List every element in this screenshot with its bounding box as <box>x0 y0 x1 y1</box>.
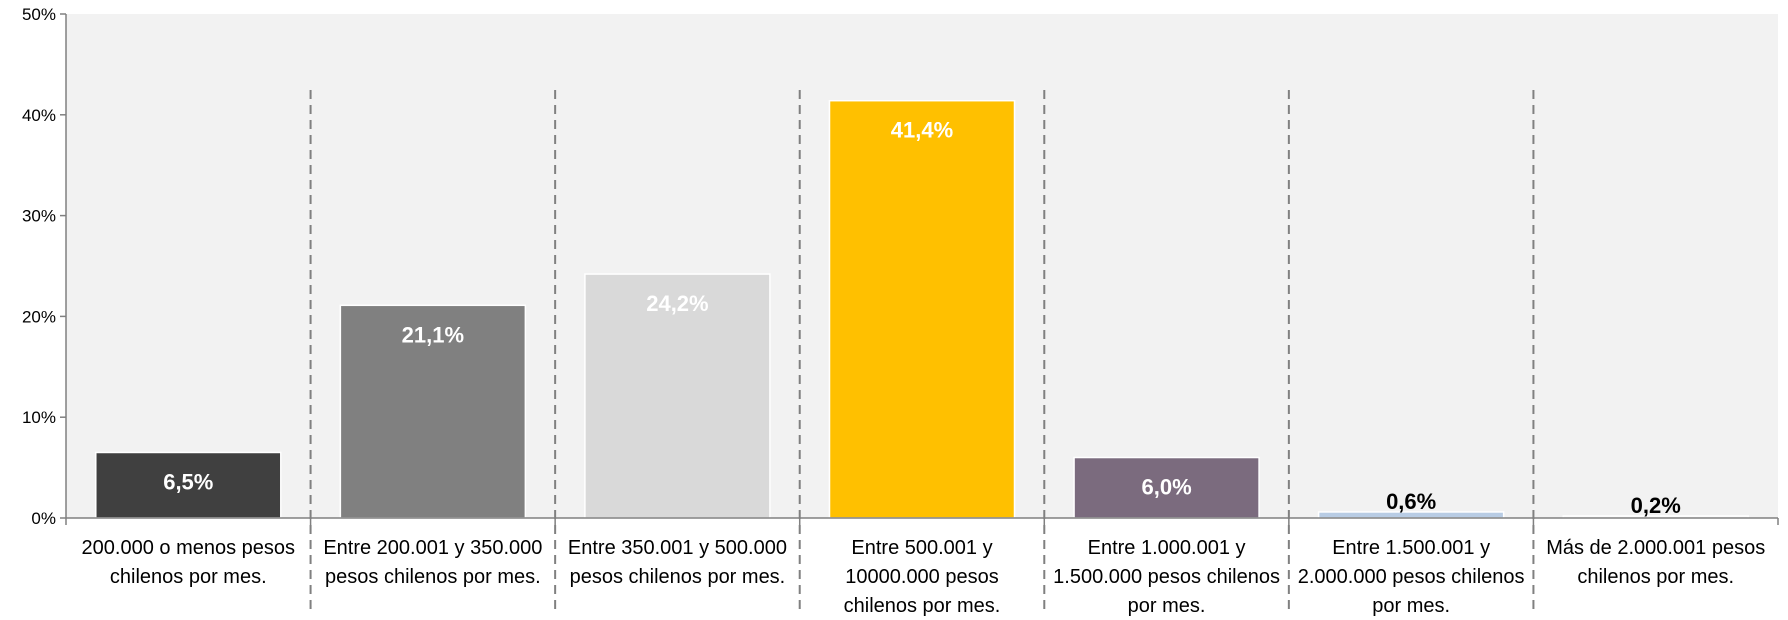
y-axis-ticks: 0% 10% 20% 30% 40% 50% <box>22 5 66 528</box>
category-label-line: chilenos por mes. <box>1577 566 1734 588</box>
category-label-line: pesos chilenos por mes. <box>570 566 786 588</box>
data-label: 0,6% <box>1386 489 1436 514</box>
category-label: Entre 1.000.001 y 1.500.000 pesos chileno… <box>1053 537 1280 617</box>
y-tick-label: 40% <box>22 106 56 125</box>
bar <box>1073 456 1260 519</box>
data-label: 6,0% <box>1141 475 1191 500</box>
category-label: Más de 2.000.001 pesos chilenos por mes. <box>1546 537 1765 588</box>
bars <box>95 99 1749 519</box>
data-label: 24,2% <box>646 291 708 316</box>
category-label-line: chilenos por mes. <box>110 566 267 588</box>
category-label-line: 10000.000 pesos <box>845 566 998 588</box>
category-separators <box>309 90 1535 610</box>
category-label-line: Entre 1.000.001 y <box>1088 537 1246 559</box>
category-label-line: Entre 1.500.001 y <box>1332 537 1490 559</box>
axes <box>65 14 1779 525</box>
y-tick-label: 30% <box>22 207 56 226</box>
data-label: 21,1% <box>402 322 464 347</box>
y-tick-label: 50% <box>22 5 56 24</box>
category-label-line: Entre 500.001 y <box>851 537 992 559</box>
category-label-line: chilenos por mes. <box>844 595 1001 617</box>
category-label-line: 2.000.000 pesos chilenos <box>1298 566 1525 588</box>
bar <box>95 451 282 519</box>
category-label-line: 1.500.000 pesos chilenos <box>1053 566 1280 588</box>
category-label: Entre 200.001 y 350.000 pesos chilenos po… <box>323 537 542 588</box>
bar <box>828 99 1016 519</box>
data-labels: 6,5% 21,1% 24,2% 41,4% 6,0% 0,6% 0,2% <box>163 118 1681 518</box>
category-label-line: por mes. <box>1128 595 1206 617</box>
data-label: 0,2% <box>1631 493 1681 518</box>
category-label: Entre 500.001 y 10000.000 pesos chilenos p… <box>844 537 1001 617</box>
category-label-line: Entre 350.001 y 500.000 <box>568 537 787 559</box>
data-label: 6,5% <box>163 469 213 494</box>
category-label: Entre 1.500.001 y 2.000.000 pesos chileno… <box>1298 537 1525 617</box>
category-label-line: por mes. <box>1372 595 1450 617</box>
category-label-line: pesos chilenos por mes. <box>325 566 541 588</box>
y-tick-label: 10% <box>22 408 56 427</box>
category-label: 200.000 o menos pesos chilenos por mes. <box>82 537 296 588</box>
category-label-line: Más de 2.000.001 pesos <box>1546 537 1765 559</box>
y-tick-label: 0% <box>31 509 56 528</box>
category-label: Entre 350.001 y 500.000 pesos chilenos po… <box>568 537 787 588</box>
data-label: 41,4% <box>891 118 953 143</box>
x-axis-labels: 200.000 o menos pesos chilenos por mes.En… <box>82 537 1766 617</box>
category-label-line: Entre 200.001 y 350.000 <box>323 537 542 559</box>
category-label-line: 200.000 o menos pesos <box>82 537 296 559</box>
y-tick-label: 20% <box>22 307 56 326</box>
bar <box>584 273 771 519</box>
